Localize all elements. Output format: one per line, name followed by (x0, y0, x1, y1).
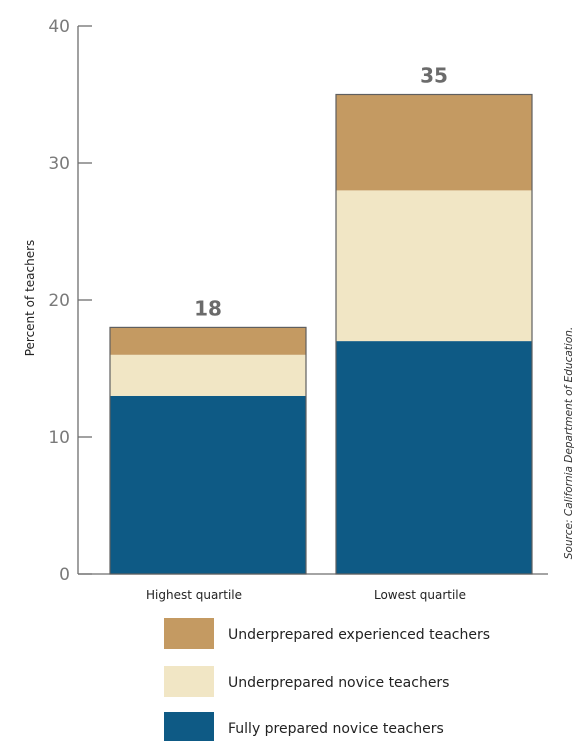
y-axis-title: Percent of teachers (23, 240, 37, 357)
bars-group: 18 Highest quartile 35 Lowest quartile (109, 64, 533, 602)
source-note: Source: California Department of Educati… (563, 327, 575, 560)
bar-segment (336, 341, 532, 574)
bar-outline (335, 93, 533, 575)
bar-segment (336, 190, 532, 342)
bar-segment (110, 354, 306, 396)
legend-swatch (164, 712, 214, 741)
legend-swatch (164, 618, 214, 649)
y-tick-label: 20 (48, 291, 70, 311)
y-tick-label: 0 (59, 565, 70, 585)
legend-label: Fully prepared novice teachers (228, 721, 444, 737)
legend-swatch (164, 666, 214, 697)
y-tick-label: 30 (48, 154, 70, 174)
y-tick-label: 10 (48, 428, 70, 448)
bar-outline (109, 326, 307, 575)
legend-label: Underprepared experienced teachers (228, 627, 490, 643)
x-category-label: Highest quartile (146, 588, 242, 602)
y-tick-label: 40 (48, 17, 70, 37)
bar-segment (336, 94, 532, 191)
bar-total-label: 18 (194, 296, 222, 320)
legend-label: Underprepared novice teachers (228, 675, 449, 691)
legend: Underprepared experienced teachers Underp… (164, 618, 490, 741)
x-category-label: Lowest quartile (374, 588, 466, 602)
bar-segment (110, 327, 306, 355)
bar-total-label: 35 (420, 64, 448, 88)
bar-segment (110, 395, 306, 574)
